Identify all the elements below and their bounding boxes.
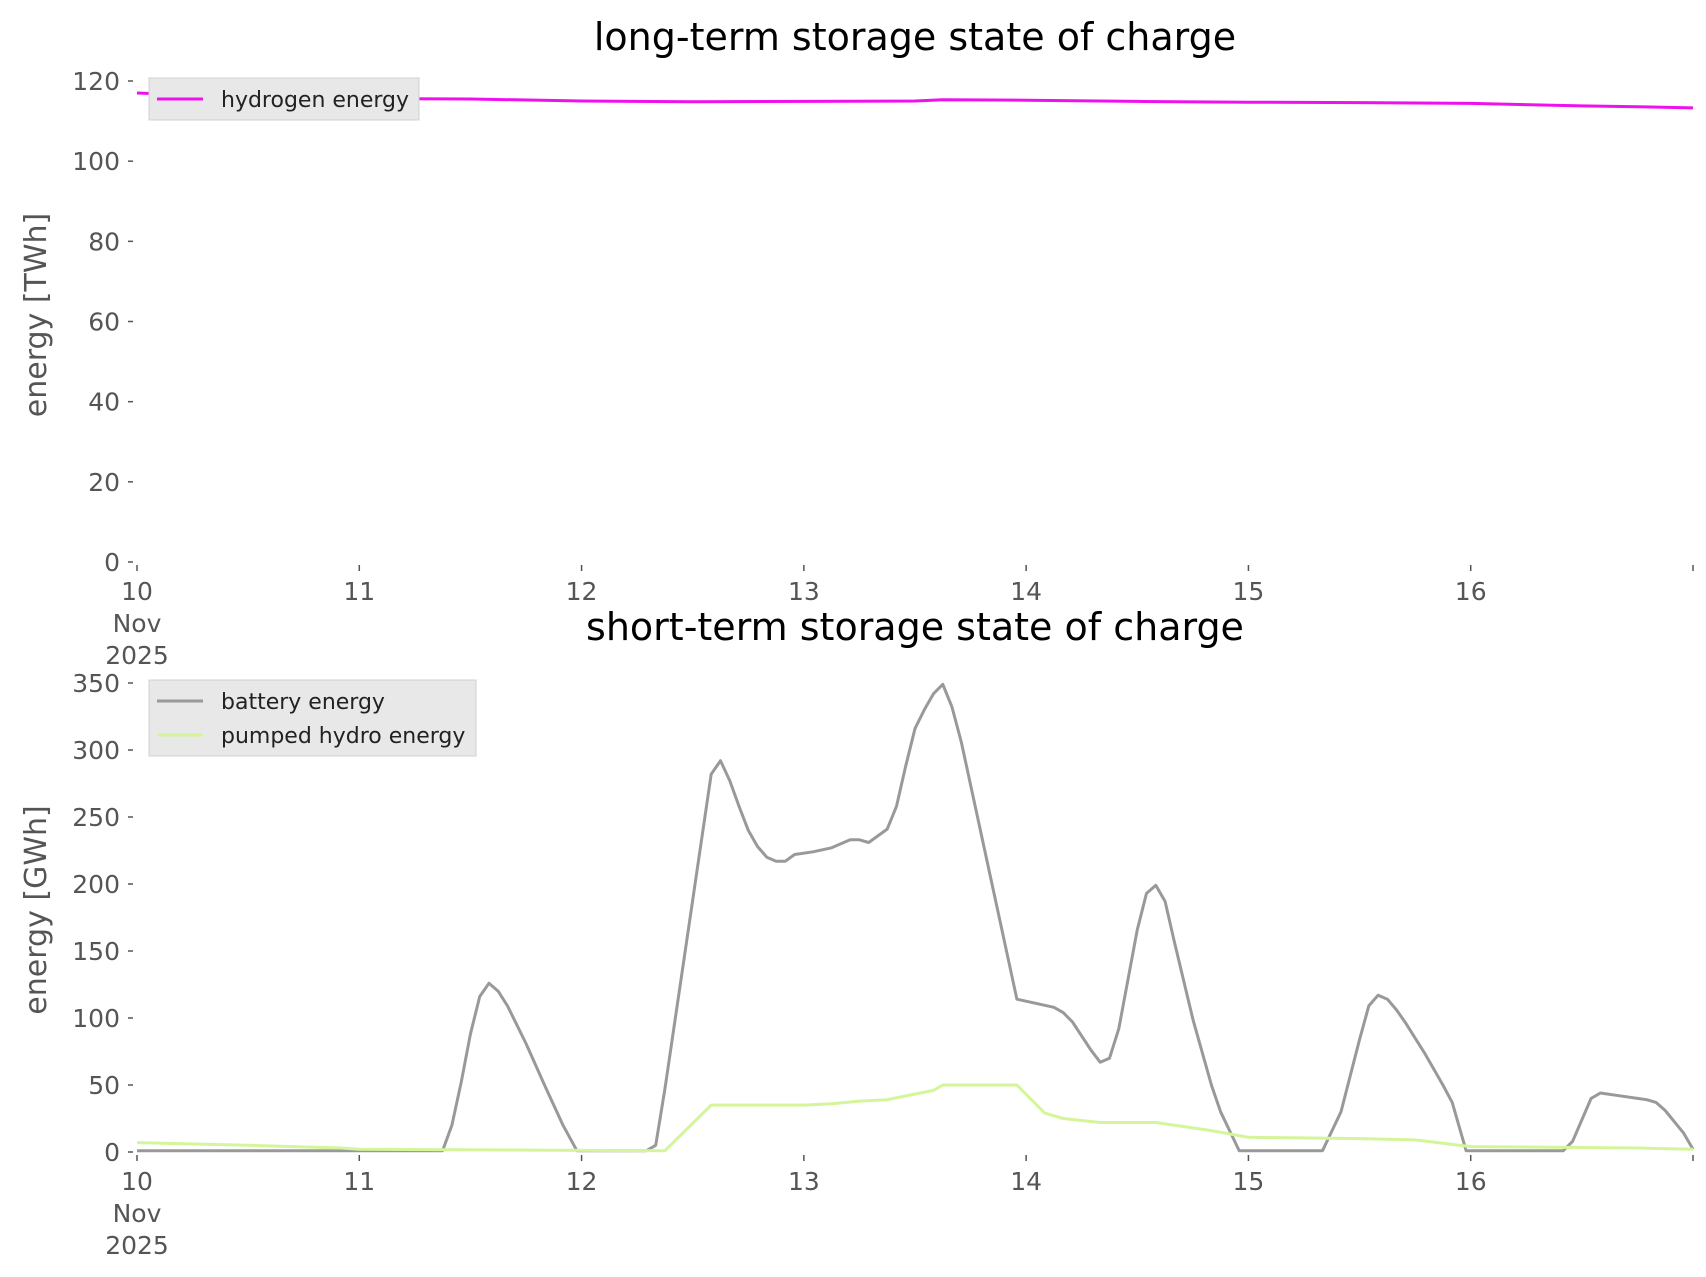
y-tick-label: 300 xyxy=(72,736,120,765)
legend: hydrogen energy xyxy=(148,77,420,121)
chart-title: long-term storage state of charge xyxy=(594,15,1236,59)
y-tick-label: 60 xyxy=(88,308,120,337)
y-tick-label: 80 xyxy=(88,227,120,256)
y-tick-label: 50 xyxy=(88,1071,120,1100)
x-axis-ticks: 10 Nov 2025 11 12 13 14 15 16 xyxy=(105,565,1694,670)
y-axis-label: energy [GWh] xyxy=(19,805,54,1014)
long-term-storage-chart: long-term storage state of charge energy… xyxy=(19,15,1694,670)
y-axis-ticks: 0 50 100 150 200 250 300 350 xyxy=(72,669,133,1167)
x-tick-label: 11 xyxy=(343,1167,375,1196)
x-tick-label: 14 xyxy=(1010,577,1042,606)
x-tick-label: 15 xyxy=(1233,1167,1265,1196)
x-tick-label: 15 xyxy=(1233,577,1265,606)
series-line xyxy=(136,1083,1694,1153)
y-tick-label: 40 xyxy=(88,388,120,417)
x-tick-label: 16 xyxy=(1455,1167,1487,1196)
y-tick-label: 350 xyxy=(72,669,120,698)
x-tick-label: 13 xyxy=(788,1167,820,1196)
plot-lines xyxy=(136,91,1694,110)
x-tick-label: Nov xyxy=(113,1199,162,1228)
y-axis-ticks: 0 20 40 60 80 100 120 xyxy=(72,67,133,577)
y-tick-label: 100 xyxy=(72,147,120,176)
series-line xyxy=(136,91,1694,110)
x-tick-label: 2025 xyxy=(105,1231,169,1260)
x-tick-label: Nov xyxy=(113,609,162,638)
y-tick-label: 0 xyxy=(104,548,120,577)
y-tick-label: 100 xyxy=(72,1004,120,1033)
legend-label: battery energy xyxy=(221,690,385,715)
y-tick-label: 250 xyxy=(72,803,120,832)
x-tick-label: 10 xyxy=(121,1167,153,1196)
legend-label: hydrogen energy xyxy=(221,88,409,113)
y-axis-label: energy [TWh] xyxy=(19,213,54,417)
chart-title: short-term storage state of charge xyxy=(586,605,1244,649)
x-tick-label: 12 xyxy=(566,577,598,606)
x-axis-ticks: 10 Nov 2025 11 12 13 14 15 16 xyxy=(105,1155,1694,1260)
y-tick-label: 20 xyxy=(88,468,120,497)
legend-label: pumped hydro energy xyxy=(221,724,465,749)
short-term-storage-chart: short-term storage state of charge energ… xyxy=(19,605,1695,1260)
x-tick-label: 13 xyxy=(788,577,820,606)
y-tick-label: 0 xyxy=(104,1138,120,1167)
legend-box xyxy=(148,679,477,757)
legend: battery energy pumped hydro energy xyxy=(148,679,477,757)
x-tick-label: 16 xyxy=(1455,577,1487,606)
plot-lines xyxy=(136,682,1695,1153)
x-tick-label: 2025 xyxy=(105,641,169,670)
x-tick-label: 11 xyxy=(343,577,375,606)
x-tick-label: 12 xyxy=(566,1167,598,1196)
y-tick-label: 200 xyxy=(72,870,120,899)
series-line xyxy=(137,682,1695,1153)
y-tick-label: 120 xyxy=(72,67,120,96)
y-tick-label: 150 xyxy=(72,937,120,966)
x-tick-label: 10 xyxy=(121,577,153,606)
x-tick-label: 14 xyxy=(1010,1167,1042,1196)
